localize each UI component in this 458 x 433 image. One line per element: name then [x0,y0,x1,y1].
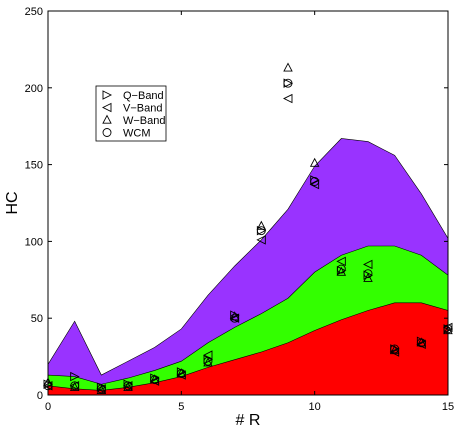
y-tick-label: 200 [25,83,43,95]
x-tick-label: 10 [309,401,321,413]
circle-marker [230,313,240,323]
circle-marker [443,324,453,334]
circle-marker [203,356,213,366]
triangle-up-marker [336,266,347,276]
triangle-left-marker [309,179,320,190]
legend-triangle-up-marker [102,114,112,124]
circle-marker [123,381,133,391]
area-layer [47,138,449,396]
triangle-up-marker [443,325,453,335]
triangle-up-marker [96,385,107,395]
legend-triangle-right-marker [102,90,113,100]
legend-label: V−Band [123,103,162,115]
x-axis-label: # R [236,412,261,429]
marker-layer [42,62,454,395]
plot-frame [47,10,449,396]
triangle-up-marker [203,357,213,367]
y-axis-label: HC [4,191,21,214]
y-tick-label: 100 [25,236,43,248]
circle-marker [43,381,53,391]
triangle-up-marker [309,157,320,167]
triangle-left-marker [256,235,266,245]
circle-marker [363,269,373,279]
legend-circle-marker [102,128,112,137]
series-circle [43,78,453,394]
circle-marker [176,369,186,378]
legend-label: WCM [123,128,151,140]
triangle-left-marker [362,259,373,270]
triangle-left-marker [282,93,293,104]
y-tick-label: 0 [37,390,43,402]
circle-marker [390,344,400,354]
circle-marker [416,338,426,348]
x-tick-label: 5 [178,401,184,413]
circle-marker [310,177,320,186]
triangle-right-marker [70,371,80,382]
y-tick-label: 150 [25,160,43,172]
legend-triangle-left-marker [101,102,112,113]
x-tick-label: 0 [45,401,51,413]
legend-box [95,85,167,142]
triangle-up-marker [123,381,133,391]
triangle-up-marker [416,337,427,347]
triangle-up-marker [283,62,293,72]
x-tick-label: 15 [442,401,454,413]
triangle-up-marker [176,368,187,378]
circle-marker [336,264,346,274]
triangle-up-marker [149,374,160,384]
y-tick-label: 250 [25,6,43,18]
triangle-up-marker [256,220,267,230]
circle-marker [283,78,293,88]
y-tick-label: 50 [31,313,43,325]
legend-label: W−Band [123,115,166,127]
triangle-up-marker [363,272,373,282]
circle-marker [96,384,106,394]
triangle-up-marker [389,345,400,355]
circle-marker [70,381,80,391]
triangle-up-marker [229,311,240,321]
circle-marker [256,226,266,236]
triangle-up-marker [69,381,80,391]
legend-label: Q−Band [123,90,164,102]
circle-marker [150,375,160,385]
series-triangle-up [43,62,453,395]
triangle-left-marker [336,256,346,267]
